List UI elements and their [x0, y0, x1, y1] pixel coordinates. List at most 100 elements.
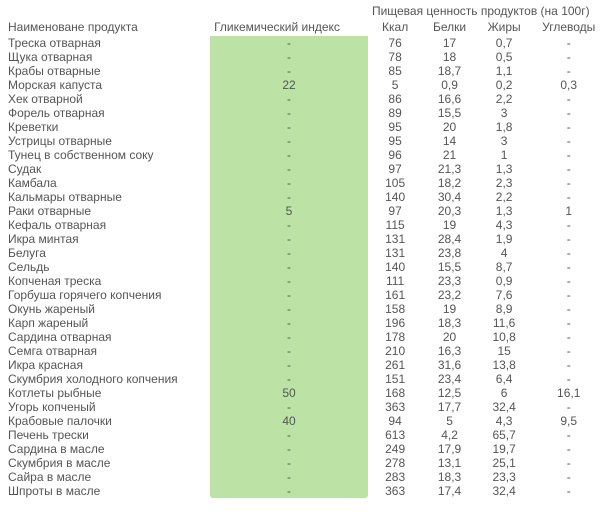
- cell-name: Окунь жареный: [4, 302, 210, 316]
- cell-name: Икра красная: [4, 358, 210, 372]
- cell-name: Треска отварная: [4, 36, 210, 50]
- cell-carb: 1: [531, 204, 606, 218]
- cell-fat: 25,1: [477, 456, 532, 470]
- table-row: Сайра в масле-28318,323,3-: [4, 470, 606, 484]
- cell-fat: 0,7: [477, 36, 532, 50]
- cell-protein: 19: [422, 302, 477, 316]
- cell-name: Сельдь: [4, 260, 210, 274]
- cell-kcal: 140: [368, 260, 422, 274]
- cell-carb: -: [531, 358, 606, 372]
- cell-name: Щука отварная: [4, 50, 210, 64]
- cell-gi: -: [210, 470, 368, 484]
- cell-gi: -: [210, 162, 368, 176]
- cell-carb: -: [531, 274, 606, 288]
- table-row: Кефаль отварная-115194,3-: [4, 218, 606, 232]
- cell-gi: -: [210, 190, 368, 204]
- cell-carb: -: [531, 64, 606, 78]
- cell-gi: -: [210, 232, 368, 246]
- cell-carb: -: [531, 218, 606, 232]
- cell-name: Угорь копченый: [4, 400, 210, 414]
- cell-protein: 12,5: [422, 386, 477, 400]
- cell-kcal: 97: [368, 162, 422, 176]
- cell-protein: 15,5: [422, 106, 477, 120]
- cell-protein: 20: [422, 120, 477, 134]
- cell-carb: -: [531, 36, 606, 50]
- header-fat: Жиры: [477, 20, 532, 36]
- cell-fat: 2,2: [477, 92, 532, 106]
- cell-carb: -: [531, 302, 606, 316]
- cell-kcal: 363: [368, 400, 422, 414]
- cell-name: Белуга: [4, 246, 210, 260]
- cell-fat: 8,9: [477, 302, 532, 316]
- cell-gi: -: [210, 218, 368, 232]
- table-row: Копченая треска-11123,30,9-: [4, 274, 606, 288]
- cell-protein: 13,1: [422, 456, 477, 470]
- cell-protein: 14: [422, 134, 477, 148]
- cell-fat: 4,3: [477, 414, 532, 428]
- cell-fat: 6,4: [477, 372, 532, 386]
- cell-kcal: 168: [368, 386, 422, 400]
- cell-fat: 6: [477, 386, 532, 400]
- cell-name: Семга отварная: [4, 344, 210, 358]
- cell-name: Сайра в масле: [4, 470, 210, 484]
- cell-gi: -: [210, 344, 368, 358]
- cell-protein: 18,7: [422, 64, 477, 78]
- cell-kcal: 97: [368, 204, 422, 218]
- table-row: Угорь копченый-36317,732,4-: [4, 400, 606, 414]
- cell-fat: 13,8: [477, 358, 532, 372]
- cell-carb: -: [531, 106, 606, 120]
- table-row: Камбала-10518,22,3-: [4, 176, 606, 190]
- cell-protein: 4,2: [422, 428, 477, 442]
- cell-fat: 1: [477, 148, 532, 162]
- cell-carb: -: [531, 148, 606, 162]
- cell-protein: 16,3: [422, 344, 477, 358]
- cell-kcal: 131: [368, 232, 422, 246]
- cell-name: Сардина в масле: [4, 442, 210, 456]
- table-row: Хек отварной-8616,62,2-: [4, 92, 606, 106]
- cell-name: Печень трески: [4, 428, 210, 442]
- cell-gi: -: [210, 120, 368, 134]
- cell-carb: -: [531, 330, 606, 344]
- cell-protein: 18,3: [422, 316, 477, 330]
- cell-gi: -: [210, 246, 368, 260]
- cell-fat: 3: [477, 134, 532, 148]
- cell-name: Копченая треска: [4, 274, 210, 288]
- cell-fat: 7,6: [477, 288, 532, 302]
- cell-kcal: 140: [368, 190, 422, 204]
- cell-carb: -: [531, 456, 606, 470]
- cell-kcal: 283: [368, 470, 422, 484]
- cell-protein: 30,4: [422, 190, 477, 204]
- cell-fat: 19,7: [477, 442, 532, 456]
- cell-gi: -: [210, 36, 368, 50]
- cell-gi: -: [210, 302, 368, 316]
- cell-fat: 4: [477, 246, 532, 260]
- cell-gi: -: [210, 372, 368, 386]
- table-row: Треска отварная-76170,7-: [4, 36, 606, 50]
- cell-name: Хек отварной: [4, 92, 210, 106]
- cell-kcal: 94: [368, 414, 422, 428]
- cell-name: Кальмары отварные: [4, 190, 210, 204]
- header-protein: Белки: [422, 20, 477, 36]
- cell-carb: 9,5: [531, 414, 606, 428]
- header-gi: Гликемический индекс: [210, 4, 368, 36]
- table-row: Горбуша горячего копчения-16123,27,6-: [4, 288, 606, 302]
- cell-name: Судак: [4, 162, 210, 176]
- cell-kcal: 131: [368, 246, 422, 260]
- table-row: Печень трески-6134,265,7-: [4, 428, 606, 442]
- cell-protein: 20: [422, 330, 477, 344]
- cell-name: Камбала: [4, 176, 210, 190]
- table-row: Крабовые палочки409454,39,5: [4, 414, 606, 428]
- cell-gi: -: [210, 106, 368, 120]
- cell-carb: -: [531, 232, 606, 246]
- cell-carb: -: [531, 120, 606, 134]
- cell-name: Кефаль отварная: [4, 218, 210, 232]
- table-row: Сардина отварная-1782010,8-: [4, 330, 606, 344]
- cell-kcal: 86: [368, 92, 422, 106]
- cell-carb: -: [531, 442, 606, 456]
- cell-fat: 10,8: [477, 330, 532, 344]
- cell-name: Устрицы отварные: [4, 134, 210, 148]
- cell-fat: 3: [477, 106, 532, 120]
- cell-kcal: 161: [368, 288, 422, 302]
- cell-kcal: 278: [368, 456, 422, 470]
- cell-protein: 17,4: [422, 484, 477, 498]
